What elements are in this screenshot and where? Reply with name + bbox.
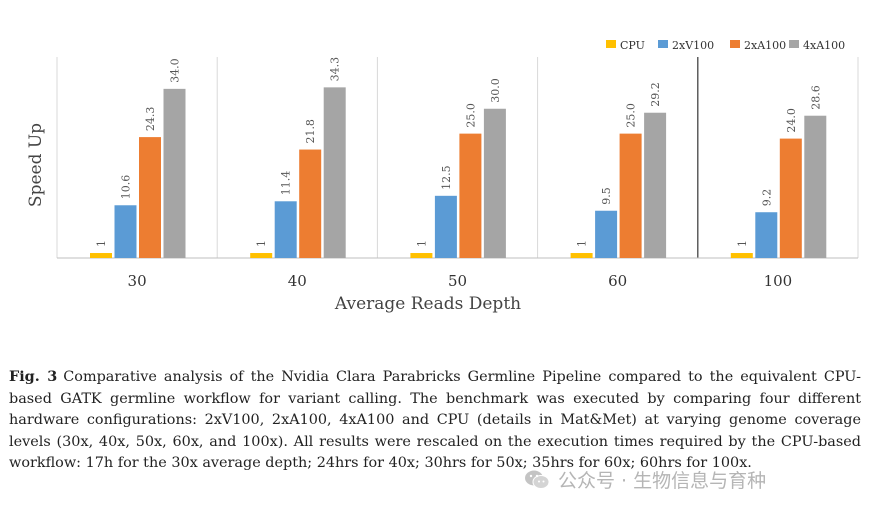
x-tick-label: 100 <box>764 272 793 290</box>
watermark-text: 公众号 · 生物信息与育种 <box>558 470 767 492</box>
bar-4xa100-30 <box>163 88 186 258</box>
figure-label: Fig. 3 <box>9 368 58 385</box>
bar-chart: 1 10.6 24.3 34.0 1 11.4 21.8 34.3 1 12.5 25.0 30.0 1… <box>26 39 859 314</box>
data-label: 9.5 <box>600 187 613 205</box>
legend-label: 4xA100 <box>803 39 845 52</box>
data-label: 29.2 <box>649 82 662 107</box>
legend-swatch-cpu <box>606 40 616 48</box>
data-label: 1 <box>95 240 108 247</box>
data-label: 9.2 <box>760 189 773 207</box>
y-axis-title: Speed Up <box>26 123 46 207</box>
data-label: 34.3 <box>329 57 342 82</box>
legend-swatch-4xa100 <box>789 40 799 48</box>
bar-cpu-30 <box>90 253 112 258</box>
bar-4xa100-50 <box>483 108 506 258</box>
legend: CPU 2xV100 2xA100 4xA100 <box>606 39 845 52</box>
x-axis-title: Average Reads Depth <box>334 294 521 314</box>
data-label: 1 <box>736 240 749 247</box>
data-label: 28.6 <box>809 85 822 110</box>
bar-2xa100-50 <box>459 133 482 258</box>
legend-swatch-2xv100 <box>658 40 668 48</box>
x-tick-label: 30 <box>128 272 147 290</box>
bar-2xv100-100 <box>755 212 778 258</box>
x-tick-label: 40 <box>288 272 307 290</box>
data-label: 25.0 <box>625 103 638 128</box>
bar-4xa100-100 <box>804 115 827 258</box>
bar-2xa100-30 <box>139 137 161 258</box>
bar-2xa100-100 <box>779 138 802 258</box>
data-label: 1 <box>255 240 268 247</box>
x-tick-label: 60 <box>608 272 627 290</box>
bar-cpu-40 <box>250 253 273 258</box>
bar-2xa100-60 <box>619 133 642 258</box>
bar-4xa100-40 <box>323 87 346 258</box>
chart-grid <box>56 57 859 259</box>
data-label: 24.3 <box>144 107 157 132</box>
bar-cpu-50 <box>410 253 433 258</box>
legend-label: CPU <box>620 39 645 52</box>
bar-2xa100-40 <box>299 149 322 258</box>
x-tick-label: 50 <box>448 272 467 290</box>
bar-cpu-60 <box>570 253 593 258</box>
data-labels: 1 10.6 24.3 34.0 1 11.4 21.8 34.3 1 12.5 25.0 30.0 1… <box>95 57 822 247</box>
bar-4xa100-60 <box>644 112 667 258</box>
legend-label: 2xV100 <box>672 39 714 52</box>
data-label: 24.0 <box>785 108 798 133</box>
bar-2xv100-40 <box>274 201 297 258</box>
data-label: 21.8 <box>304 119 317 144</box>
data-label: 1 <box>576 240 589 247</box>
figure-caption: Fig. 3 Comparative analysis of the Nvidia… <box>9 366 861 475</box>
wechat-icon <box>525 470 550 489</box>
data-label: 10.6 <box>120 175 133 200</box>
bar-2xv100-60 <box>595 210 618 258</box>
data-label: 30.0 <box>489 78 502 103</box>
bar-2xv100-30 <box>114 205 137 258</box>
legend-swatch-2xa100 <box>730 40 740 48</box>
watermark: 公众号 · 生物信息与育种 <box>524 466 766 493</box>
caption-text: Comparative analysis of the Nvidia Clara… <box>9 369 861 471</box>
bars <box>90 87 827 258</box>
x-tick-labels: 30 40 50 60 100 <box>128 272 793 290</box>
data-label: 12.5 <box>440 165 453 190</box>
legend-label: 2xA100 <box>744 39 786 52</box>
data-label: 25.0 <box>464 103 477 128</box>
data-label: 11.4 <box>280 171 293 196</box>
bar-cpu-100 <box>730 253 753 258</box>
bar-2xv100-50 <box>434 195 457 258</box>
data-label: 34.0 <box>169 58 182 83</box>
data-label: 1 <box>415 240 428 247</box>
